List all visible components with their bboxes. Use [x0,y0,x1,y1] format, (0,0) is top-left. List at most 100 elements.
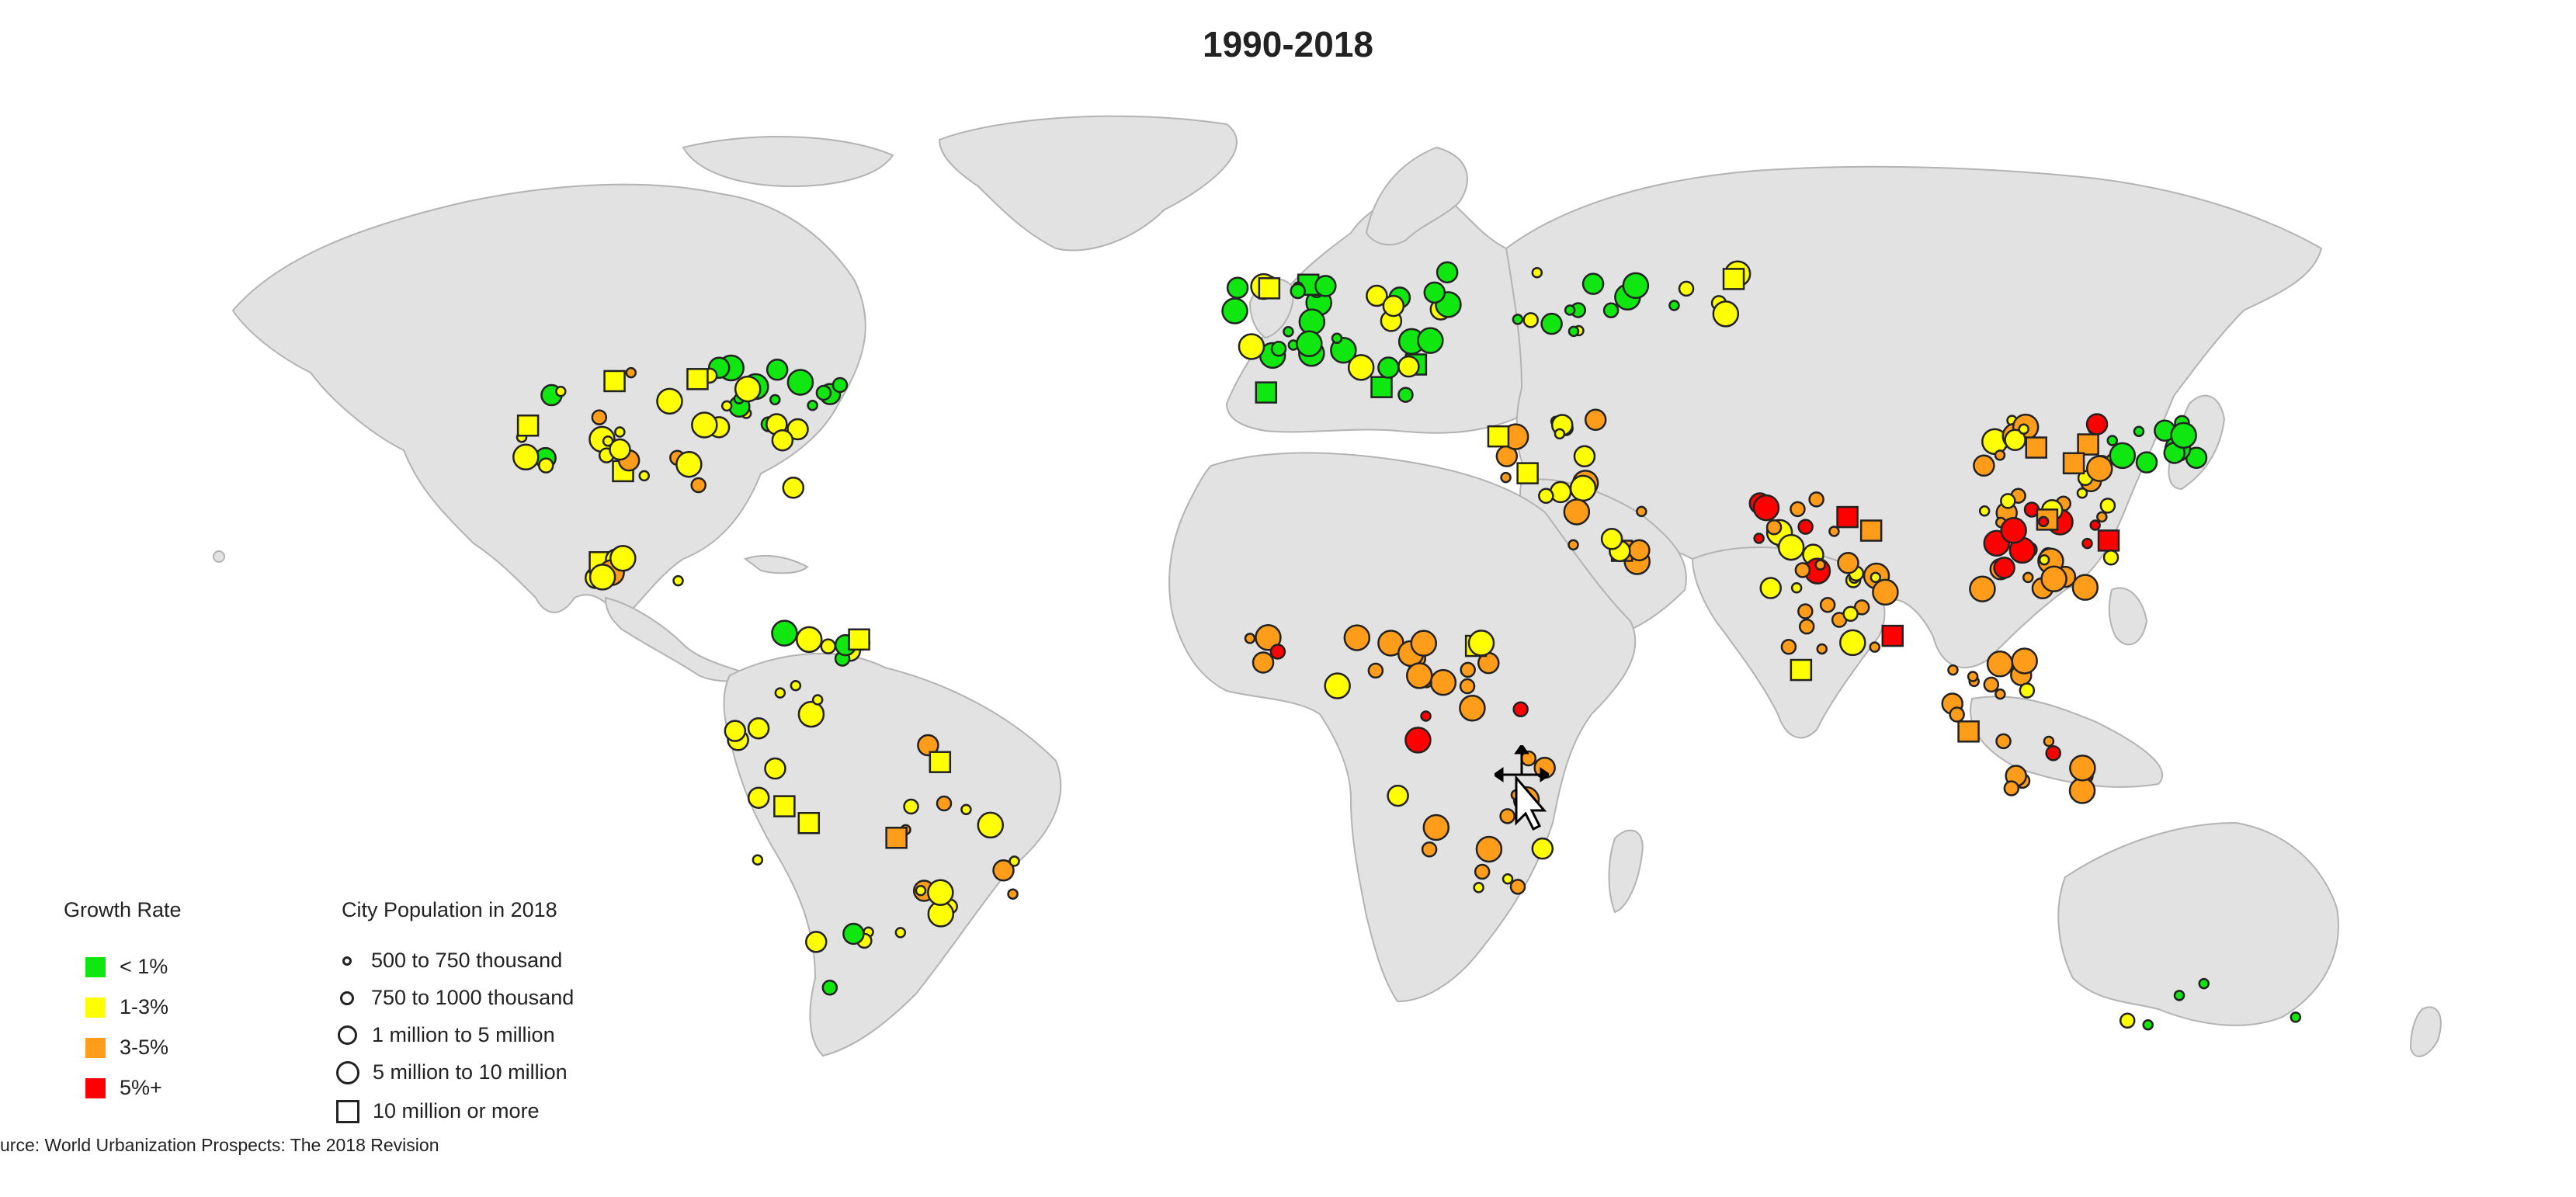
city-marker [1842,605,1859,623]
city-marker [2037,515,2050,528]
city-marker [2198,977,2210,990]
city-marker [1819,596,1836,613]
city-marker [1252,651,1275,674]
city-marker [1502,873,1514,885]
move-cursor-icon [1495,745,1549,831]
city-marker [1678,280,1695,297]
city-marker [591,409,608,425]
city-marker [2097,529,2120,552]
landmass-south-america [723,652,1062,1057]
city-marker [1967,671,1979,682]
city-marker [992,859,1015,882]
city-marker [625,366,637,379]
city-marker [1753,533,1765,544]
city-marker [807,399,818,411]
city-marker [1859,519,1883,542]
city-marker [2081,537,2093,550]
city-marker [797,811,821,834]
city-marker [1993,557,2015,579]
city-marker [1752,494,1780,522]
city-marker [894,927,907,939]
city-marker [1531,837,1554,860]
city-marker [1377,356,1400,379]
city-marker [1790,582,1803,594]
city-marker [691,411,718,439]
city-marker [555,385,567,397]
city-marker [848,628,870,651]
city-marker [1584,408,1607,432]
city-marker [1314,275,1337,297]
size-symbol-icon [340,991,354,1005]
city-marker [752,854,764,866]
city-marker [1516,462,1539,484]
city-marker [2011,647,2038,675]
growth-legend-item: 3-5% [85,1036,168,1060]
city-marker [1290,283,1306,300]
city-marker [602,435,614,447]
landmass-africa [1168,452,1637,1003]
city-marker [2069,755,2096,782]
city-marker [1969,575,1996,602]
city-marker [1255,381,1278,404]
city-marker [656,387,683,415]
city-marker [1602,302,1620,319]
landmass-indonesia [1970,696,2164,788]
city-marker [2018,423,2029,435]
city-marker [1722,268,1745,290]
city-marker [1712,300,1740,328]
city-marker [1628,539,1651,562]
city-marker [1422,814,1450,841]
landmass-philippines [2108,587,2148,646]
city-marker [1816,643,1828,655]
city-marker [2019,682,2036,699]
city-marker [2096,511,2108,523]
city-marker [690,477,706,494]
city-marker [1258,277,1281,300]
city-marker [2170,422,2197,449]
city-marker [815,384,832,401]
city-marker [927,879,954,907]
city-marker [1421,841,1438,858]
population-legend-item: 5 million to 10 million [335,1060,568,1084]
city-marker [2142,1018,2154,1031]
city-marker [1512,314,1524,325]
city-marker [1668,300,1680,311]
landmass-scandinavia [1365,146,1468,246]
city-marker [1324,672,1351,699]
city-marker [1794,562,1811,578]
city-marker [1331,332,1343,344]
growth-legend-title: Growth Rate [64,898,182,921]
city-marker [1420,710,1432,722]
growth-swatch [85,1037,106,1058]
city-marker [1538,487,1554,505]
city-marker [771,428,794,452]
city-marker [2040,565,2067,593]
city-marker [2045,745,2061,762]
city-marker [747,716,770,740]
city-marker [747,786,770,809]
city-marker [1370,376,1393,398]
landmass-australia [2057,821,2339,1026]
city-marker [1540,312,1563,335]
city-marker [2099,498,2116,514]
landmass-central-america [604,596,755,682]
city-marker [1790,501,1806,518]
city-marker [1869,641,1881,653]
city-marker [960,803,972,816]
city-marker [1387,784,1409,807]
city-marker [1780,639,1797,655]
city-marker [1765,519,1783,536]
city-marker [2077,433,2099,456]
city-marker [795,626,823,654]
city-marker [2000,517,2027,544]
city-marker [1564,304,1576,316]
city-marker [797,700,825,728]
city-marker [811,694,824,706]
city-marker [1406,662,1433,689]
city-marker [1270,340,1287,357]
city-marker [720,400,733,412]
city-marker [1417,327,1444,354]
city-marker [603,370,626,393]
city-marker [1410,630,1438,657]
city-marker [820,638,837,654]
